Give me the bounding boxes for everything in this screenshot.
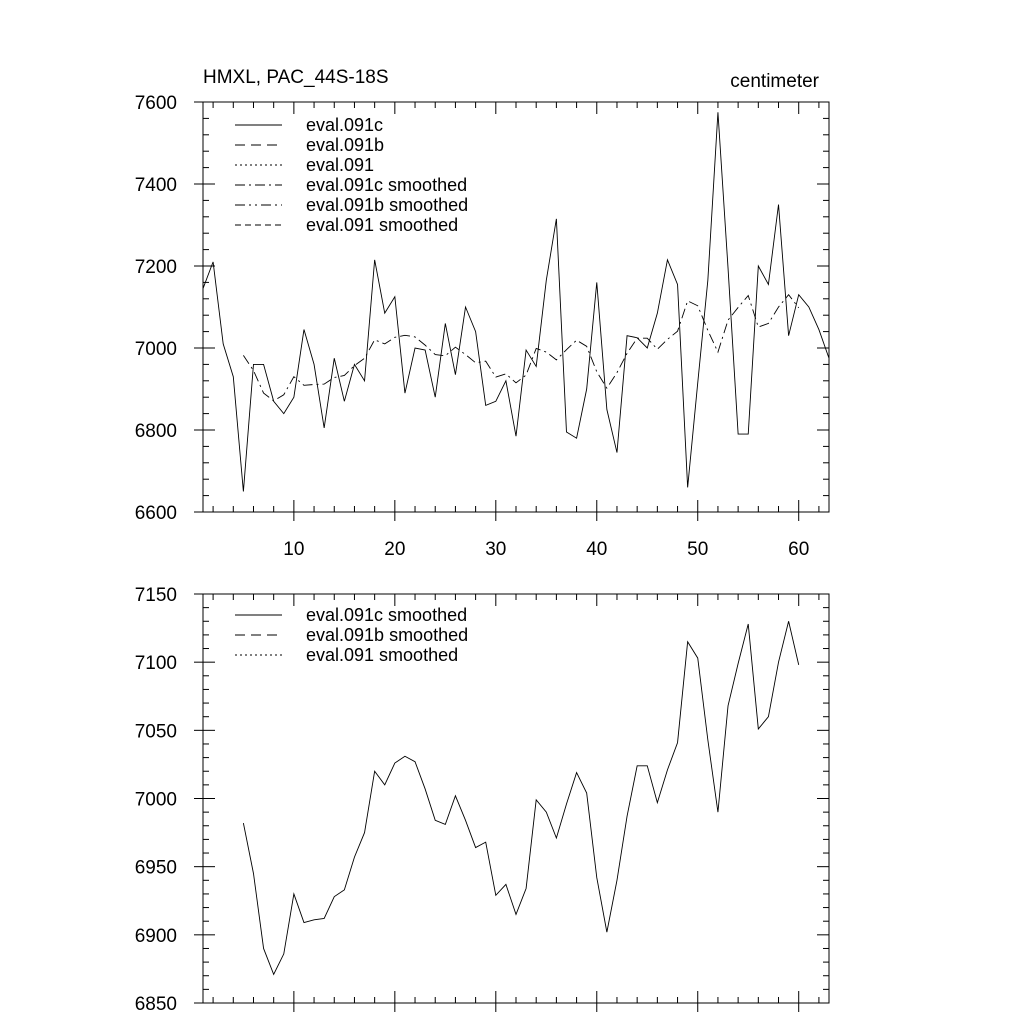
legend-label: eval.091c [306,115,383,135]
y-tick-label: 7400 [135,175,177,196]
top-panel-units: centimeter [730,71,819,92]
y-tick-label: 7200 [135,257,177,278]
y-tick-label: 6850 [135,994,177,1015]
series-line-eval-091c-smoothed [243,293,800,402]
series-line-eval-091c-smoothed [242,621,800,976]
series-line-eval-091c [202,112,830,492]
legend-label: eval.091b smoothed [306,625,468,645]
x-tick-label: 50 [687,539,708,560]
top-panel: HMXL, PAC_44S-18S centimeter 10 20 30 40 50 6… [135,67,830,560]
legend-label: eval.091b smoothed [306,195,468,215]
x-tick-label: 30 [485,539,506,560]
y-tick-label: 6800 [135,421,177,442]
y-tick-label: 7100 [135,653,177,674]
y-tick-label: 7600 [135,93,177,114]
plot-frame [202,101,830,513]
top-panel-title: HMXL, PAC_44S-18S [203,67,389,88]
bottom-panel: 6850 6900 6950 7000 7050 7100 7150 eval.091c sm… [135,585,830,1015]
plot-frame [202,593,830,1004]
legend-label: eval.091c smoothed [306,605,467,625]
legend-label: eval.091 [306,155,374,175]
legend-label: eval.091 smoothed [306,215,458,235]
y-tick-label: 6900 [135,926,177,947]
x-tick-label: 10 [283,539,304,560]
y-tick-label: 7050 [135,721,177,742]
y-tick-label: 6950 [135,858,177,879]
x-tick-label: 20 [384,539,405,560]
y-tick-label: 7000 [135,790,177,811]
legend-label: eval.091b [306,135,384,155]
legend-label: eval.091 smoothed [306,645,458,665]
x-tick-label: 40 [586,539,607,560]
y-tick-label: 6600 [135,503,177,524]
y-tick-label: 7000 [135,339,177,360]
y-tick-label: 7150 [135,585,177,606]
legend-label: eval.091c smoothed [306,175,467,195]
x-tick-label: 60 [788,539,809,560]
